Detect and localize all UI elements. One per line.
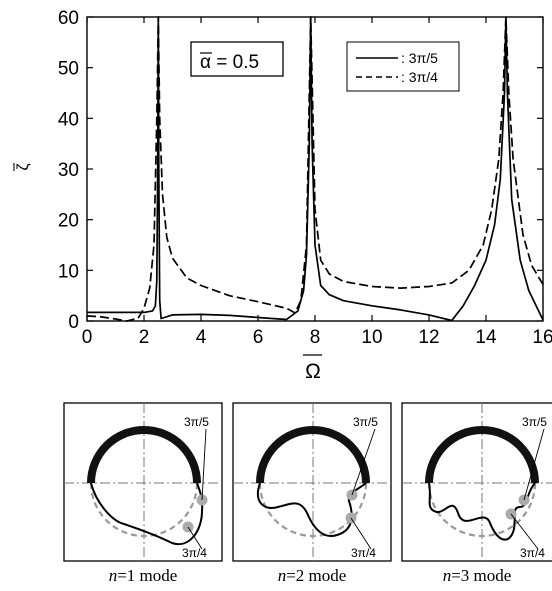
series-line-3pi-4 [86, 16, 544, 322]
clamped-arc [87, 426, 201, 484]
parameter-label: α = 0.5 [200, 52, 259, 73]
y-tick-label: 0 [68, 312, 79, 333]
label-3pi-5: 3π/5 [353, 415, 378, 429]
mode-shape-curve [428, 482, 536, 541]
leader-line [350, 517, 372, 550]
caption-n: n [277, 566, 287, 585]
y-tick-label: 60 [58, 8, 79, 29]
axis-ticks: 0 2 4 6 8 10 12 14 16 0 10 20 30 40 50 60 [58, 8, 552, 348]
legend-label-solid: : 3π/5 [401, 50, 438, 66]
mode-frame [232, 402, 392, 562]
x-tick-label: 14 [475, 327, 497, 348]
x-tick-label: 0 [82, 327, 93, 348]
x-tick-label: 16 [532, 327, 552, 348]
legend-box [346, 41, 460, 92]
label-3pi-4: 3π/4 [182, 546, 207, 560]
mode-frame [401, 402, 552, 562]
leader-line [510, 513, 539, 550]
undeformed-arc [427, 482, 537, 538]
mode-panel-3: 3π/5 3π/4 [401, 402, 552, 562]
y-tick-label: 30 [58, 160, 79, 181]
caption-text: =1 mode [117, 566, 178, 585]
label-3pi-4: 3π/4 [351, 546, 376, 560]
mode-frame [63, 402, 223, 562]
x-tick-label: 4 [196, 327, 207, 348]
caption-text: =3 mode [451, 566, 512, 585]
parameter-box [190, 41, 284, 77]
x-tick-label: 6 [253, 327, 264, 348]
caption-n: n [442, 566, 452, 585]
mode-panel-1: 3π/5 3π/4 [63, 402, 223, 562]
leader-line [187, 526, 203, 550]
y-tick-label: 10 [58, 261, 79, 282]
y-tick-label: 20 [58, 211, 79, 232]
leader-line [523, 428, 545, 501]
x-tick-label: 10 [361, 327, 382, 348]
mode-caption-2: n=2 mode [237, 566, 387, 586]
y-axis-label: ζ [15, 163, 32, 170]
clamped-arc [425, 426, 539, 484]
caption-n: n [108, 566, 118, 585]
x-tick-label: 12 [418, 327, 439, 348]
leader-line [351, 428, 376, 496]
x-tick-label: 8 [310, 327, 321, 348]
undeformed-arc [89, 482, 199, 538]
clamped-arc [256, 426, 370, 484]
series-layer [86, 16, 544, 322]
legend-label-dashed: : 3π/4 [401, 69, 438, 85]
x-tick-label: 2 [139, 327, 150, 348]
leader-line [201, 428, 207, 501]
y-tick-label: 50 [58, 59, 79, 80]
y-tick-label: 40 [58, 109, 79, 130]
label-3pi-5: 3π/5 [184, 415, 209, 429]
mode-caption-1: n=1 mode [68, 566, 218, 586]
label-3pi-4: 3π/4 [520, 546, 545, 560]
caption-text: =2 mode [286, 566, 347, 585]
mode-caption-3: n=3 mode [402, 566, 552, 586]
x-axis-label: Ω [305, 360, 321, 383]
mode-panel-2: 3π/5 3π/4 [232, 402, 392, 562]
label-3pi-5: 3π/5 [522, 415, 547, 429]
